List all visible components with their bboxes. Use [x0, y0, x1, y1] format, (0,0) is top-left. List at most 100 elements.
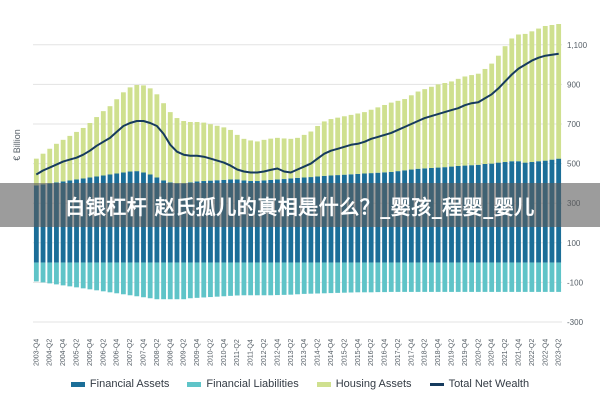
bar-housing-assets: [254, 141, 260, 182]
bar-housing-assets: [214, 125, 220, 181]
bar-financial-liabilities: [522, 262, 528, 292]
bar-housing-assets: [127, 87, 133, 172]
bar-housing-assets: [462, 76, 468, 166]
bar-financial-liabilities: [482, 262, 488, 292]
bar-housing-assets: [107, 106, 113, 175]
bar-financial-liabilities: [328, 262, 334, 294]
bar-financial-liabilities: [449, 262, 454, 292]
bar-housing-assets: [221, 127, 227, 180]
x-tick-label: 2017-Q2: [395, 339, 402, 366]
bar-financial-liabilities: [147, 262, 153, 299]
bar-housing-assets: [288, 138, 294, 179]
legend-label-housing-assets: Housing Assets: [335, 378, 412, 390]
bar-financial-liabilities: [542, 262, 548, 292]
bar-housing-assets: [516, 34, 521, 162]
bar-financial-liabilities: [402, 262, 408, 292]
bar-housing-assets: [328, 119, 334, 176]
bar-financial-liabilities: [415, 262, 421, 292]
bar-housing-assets: [482, 68, 488, 164]
legend-label-total-net-wealth: Total Net Wealth: [448, 378, 530, 390]
bar-housing-assets: [134, 84, 140, 172]
bar-financial-liabilities: [382, 262, 387, 293]
bar-financial-liabilities: [495, 262, 501, 292]
x-tick-label: 2021-Q2: [502, 339, 509, 366]
bar-housing-assets: [54, 143, 59, 183]
x-tick-label: 2007-Q4: [140, 339, 147, 366]
bar-housing-assets: [154, 94, 160, 178]
bar-financial-liabilities: [529, 262, 535, 292]
x-tick-label: 2004-Q4: [60, 339, 67, 366]
bar-housing-assets: [449, 81, 454, 167]
bar-financial-liabilities: [469, 262, 475, 292]
bar-housing-assets: [542, 25, 548, 161]
x-tick-label: 2007-Q2: [127, 339, 134, 366]
x-tick-label: 2020-Q2: [475, 339, 482, 366]
bar-financial-liabilities: [208, 262, 213, 298]
x-tick-label: 2006-Q4: [114, 339, 121, 366]
bar-housing-assets: [429, 86, 434, 168]
bar-financial-liabilities: [114, 262, 120, 294]
bar-financial-liabilities: [362, 262, 367, 293]
bar-housing-assets: [455, 78, 461, 166]
bar-financial-liabilities: [348, 262, 354, 293]
line-layer: [35, 52, 559, 176]
bar-financial-liabilities: [234, 262, 240, 296]
bar-housing-assets: [47, 148, 53, 184]
x-tick-label: 2011-Q4: [248, 339, 255, 366]
x-tick-label: 2019-Q2: [449, 339, 456, 366]
overlay-title: 白银杠杆 赵氏孤儿的真相是什么？_婴孩_程婴_婴儿: [65, 194, 535, 219]
bar-financial-liabilities: [301, 262, 307, 294]
overlay-banner: 白银杠杆 赵氏孤儿的真相是什么？_婴孩_程婴_婴儿: [0, 183, 600, 227]
bar-financial-liabilities: [536, 262, 541, 292]
bar-financial-liabilities: [40, 262, 46, 283]
x-tick-label: 2021-Q4: [515, 339, 522, 366]
bar-housing-assets: [388, 102, 394, 172]
bar-housing-assets: [301, 134, 307, 178]
bar-housing-assets: [201, 122, 207, 182]
legend-item-financial-liabilities: Financial Liabilities: [187, 378, 299, 390]
bar-housing-assets: [194, 122, 200, 182]
x-tick-label: 2008-Q2: [154, 339, 161, 366]
bar-housing-assets: [67, 135, 73, 181]
bar-financial-liabilities: [221, 262, 227, 297]
bar-housing-assets: [74, 131, 79, 180]
x-tick-label: 2004-Q2: [47, 339, 54, 366]
bar-financial-liabilities: [455, 262, 461, 292]
x-tick-label: 2010-Q2: [207, 339, 214, 366]
bar-housing-assets: [141, 85, 146, 173]
bar-financial-liabilities: [254, 262, 260, 296]
x-tick-label: 2020-Q4: [489, 339, 496, 366]
bar-financial-liabilities: [516, 262, 521, 292]
bar-financial-liabilities: [154, 262, 160, 300]
bar-financial-liabilities: [161, 262, 166, 300]
bar-housing-assets: [120, 92, 126, 173]
bar-housing-assets: [241, 138, 247, 181]
bar-financial-liabilities: [281, 262, 287, 295]
legend-item-housing-assets: Housing Assets: [316, 378, 412, 390]
bar-housing-assets: [281, 138, 287, 180]
bar-housing-assets: [187, 122, 193, 183]
bar-financial-liabilities: [321, 262, 327, 294]
bar-financial-liabilities: [315, 262, 320, 294]
x-tick-label: 2008-Q4: [167, 339, 174, 366]
bar-financial-liabilities: [60, 262, 66, 286]
bar-housing-assets: [536, 28, 541, 162]
bar-housing-assets: [80, 127, 86, 179]
y-tick-label: 100: [567, 239, 581, 248]
bar-housing-assets: [556, 24, 562, 159]
bar-housing-assets: [375, 107, 381, 173]
x-tick-label: 2018-Q4: [435, 339, 442, 366]
bar-financial-liabilities: [120, 262, 126, 295]
bar-housing-assets: [40, 153, 46, 185]
bar-housing-assets: [402, 99, 408, 171]
bar-housing-assets: [33, 158, 39, 186]
bar-housing-assets: [475, 73, 481, 165]
x-tick-label: 2012-Q4: [274, 339, 281, 366]
x-tick-label: 2012-Q2: [261, 339, 268, 366]
bar-financial-liabilities: [435, 262, 441, 292]
bar-financial-liabilities: [87, 262, 93, 290]
bar-financial-liabilities: [442, 262, 448, 292]
bar-financial-liabilities: [355, 262, 361, 293]
x-tick-label: 2016-Q4: [382, 339, 389, 366]
bar-financial-liabilities: [275, 262, 280, 296]
